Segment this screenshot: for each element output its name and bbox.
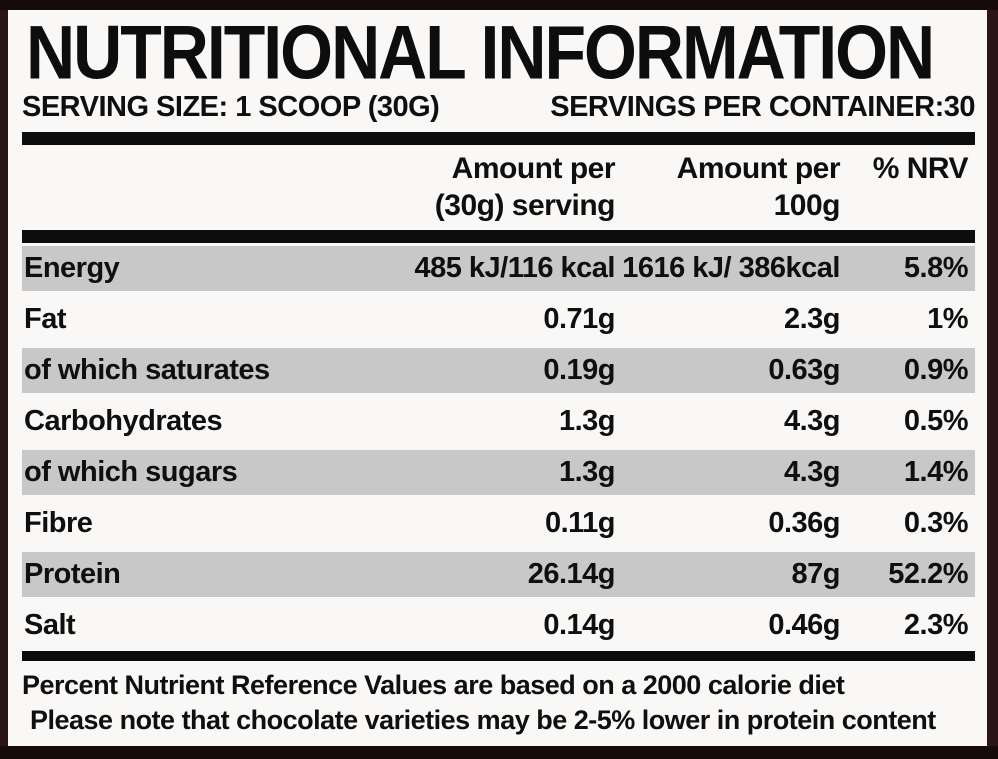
nutrient-name: Energy [24, 252, 120, 284]
nrv-percent-value: 0.3% [903, 507, 969, 539]
amount-per-100g-value: 0.63g [768, 354, 840, 386]
per-serving-column-header: Amount per (30g) serving [434, 152, 616, 222]
label-panel: NUTRITIONAL INFORMATION SERVING SIZE: 1 … [8, 10, 987, 746]
nutrient-name: of which saturates [24, 354, 270, 386]
amount-per-100g-value: 1616 kJ/ 386kcal [622, 252, 840, 284]
divider-bar-top [22, 132, 975, 145]
nrv-percent-value: 52.2% [888, 558, 968, 590]
nrv-percent-value: 0.5% [903, 405, 969, 437]
nrv-percent-value: 5.8% [903, 252, 969, 284]
footnote-chocolate-note: Please note that chocolate varieties may… [30, 705, 936, 735]
frame-bottom-strip [0, 746, 998, 759]
nrv-percent-value: 1.4% [903, 456, 969, 488]
amount-per-serving-value: 1.3g [558, 456, 616, 488]
per-100g-column-header: Amount per 100g [676, 152, 841, 222]
nutrient-name: Fibre [24, 507, 93, 539]
nutrient-name: Fat [24, 303, 67, 335]
amount-per-100g-value: 0.46g [768, 609, 840, 641]
frame-top-strip [0, 0, 998, 10]
amount-per-serving-value: 0.14g [543, 609, 615, 641]
amount-per-serving-value: 485 kJ/116 kcal [414, 252, 615, 284]
table-row: Fibre 0.11g 0.36g 0.3% [22, 498, 975, 549]
nrv-percent-value: 0.9% [903, 354, 969, 386]
amount-per-serving-value: 1.3g [558, 405, 616, 437]
amount-per-serving-value: 0.71g [543, 303, 615, 335]
table-row: of which sugars 1.3g 4.3g 1.4% [22, 447, 975, 498]
serving-info-row: SERVING SIZE: 1 SCOOP (30G) SERVINGS PER… [22, 88, 975, 124]
table-row: Carbohydrates 1.3g 4.3g 0.5% [22, 396, 975, 447]
nutrient-name: Salt [24, 609, 76, 641]
amount-per-100g-value: 4.3g [783, 405, 841, 437]
table-row: Fat 0.71g 2.3g 1% [22, 294, 975, 345]
page-title: NUTRITIONAL INFORMATION [26, 10, 935, 96]
amount-per-serving-value: 26.14g [527, 558, 616, 590]
footnote-nrv-basis: Percent Nutrient Reference Values are ba… [22, 670, 845, 700]
table-row: of which saturates 0.19g 0.63g 0.9% [22, 345, 975, 396]
nutrient-name: Carbohydrates [24, 405, 223, 437]
nrv-percent-value: 2.3% [903, 609, 969, 641]
amount-per-100g-value: 87g [791, 558, 841, 590]
amount-per-100g-value: 2.3g [783, 303, 841, 335]
table-row: Salt 0.14g 0.46g 2.3% [22, 600, 975, 651]
amount-per-serving-value: 0.19g [543, 354, 615, 386]
table-row: Protein 26.14g 87g 52.2% [22, 549, 975, 600]
divider-bar-bottom [22, 651, 975, 661]
amount-per-100g-value: 0.36g [768, 507, 840, 539]
table-header-row: Amount per (30g) serving Amount per 100g… [22, 145, 975, 230]
nutrient-name: Protein [24, 558, 121, 590]
amount-per-100g-value: 4.3g [783, 456, 841, 488]
nutrition-table-body: Energy 485 kJ/116 kcal 1616 kJ/ 386kcal … [22, 243, 975, 651]
nrv-percent-value: 1% [927, 303, 968, 335]
amount-per-serving-value: 0.11g [544, 507, 616, 539]
nrv-column-header: % NRV [872, 152, 969, 185]
nutrient-name: of which sugars [24, 456, 238, 488]
serving-size-text: SERVING SIZE: 1 SCOOP (30G) [22, 91, 440, 123]
divider-bar-header [22, 230, 975, 243]
footnotes: Percent Nutrient Reference Values are ba… [22, 668, 975, 738]
table-row: Energy 485 kJ/116 kcal 1616 kJ/ 386kcal … [22, 243, 975, 294]
servings-per-container-text: SERVINGS PER CONTAINER:30 [550, 91, 975, 123]
label-content: NUTRITIONAL INFORMATION SERVING SIZE: 1 … [22, 10, 975, 746]
